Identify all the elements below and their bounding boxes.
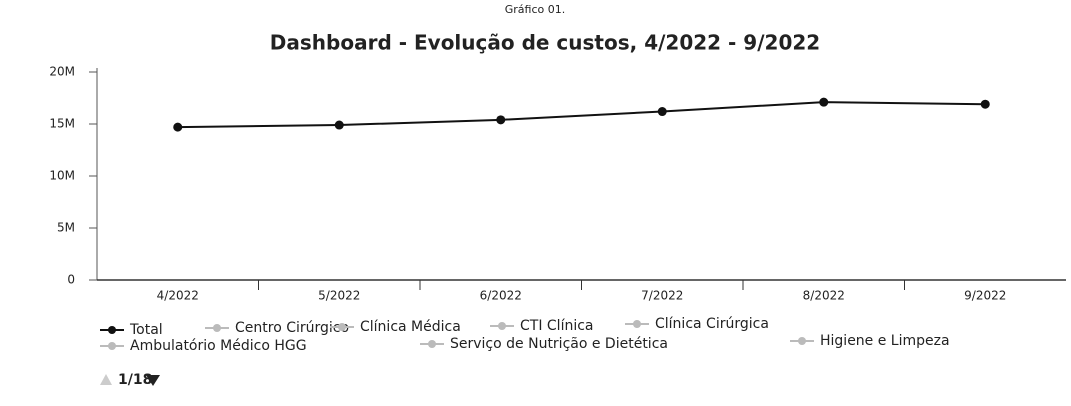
- legend-label[interactable]: Centro Cirúrgico: [235, 320, 349, 336]
- x-tick-label: 7/2022: [641, 289, 683, 303]
- x-tick-label: 6/2022: [480, 289, 522, 303]
- legend-label[interactable]: Clínica Cirúrgica: [655, 316, 769, 332]
- legend-marker: [108, 342, 116, 350]
- chart-title: Dashboard - Evolução de custos, 4/2022 -…: [270, 31, 820, 55]
- y-tick-label: 5M: [57, 221, 75, 235]
- y-tick-label: 15M: [49, 117, 75, 131]
- x-tick-label: 5/2022: [318, 289, 360, 303]
- marker: [334, 120, 344, 130]
- x-tick-label: 9/2022: [964, 289, 1006, 303]
- y-tick-label: 20M: [49, 65, 75, 79]
- legend-marker: [428, 340, 436, 348]
- y-tick-label: 0: [67, 273, 75, 287]
- x-tick-label: 4/2022: [157, 289, 199, 303]
- legend-marker: [498, 322, 506, 330]
- page-down[interactable]: [146, 375, 160, 386]
- marker: [173, 122, 183, 132]
- legend-marker: [633, 320, 641, 328]
- marker: [496, 115, 506, 125]
- legend-label[interactable]: CTI Clínica: [520, 318, 594, 334]
- line: [177, 101, 986, 129]
- y-tick-label: 10M: [49, 169, 75, 183]
- x-tick-label: 8/2022: [803, 289, 845, 303]
- legend-label[interactable]: Ambulatório Médico HGG: [130, 338, 307, 354]
- legend-label[interactable]: Higiene e Limpeza: [820, 333, 950, 349]
- marker: [657, 107, 667, 117]
- legend-marker: [108, 326, 116, 334]
- legend-label[interactable]: Serviço de Nutrição e Dietética: [450, 336, 668, 352]
- legend-marker: [338, 323, 346, 331]
- legend-marker: [213, 324, 221, 332]
- legend-label[interactable]: Clínica Médica: [360, 319, 461, 335]
- marker: [980, 99, 990, 109]
- legend-page: 1/18: [118, 372, 152, 388]
- caption: Gráfico 01.: [505, 3, 565, 16]
- marker: [819, 97, 829, 107]
- legend-marker: [798, 337, 806, 345]
- page-up[interactable]: [100, 374, 112, 385]
- legend-label[interactable]: Total: [129, 322, 163, 338]
